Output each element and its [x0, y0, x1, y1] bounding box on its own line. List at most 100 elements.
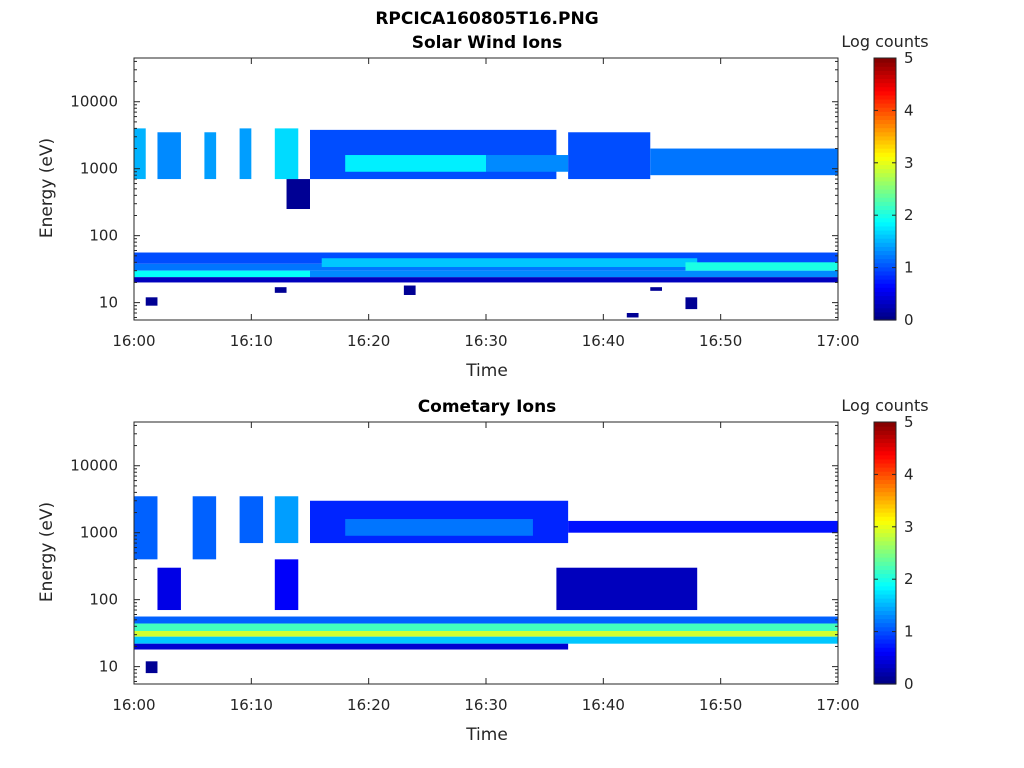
y-tick-label: 100 — [89, 591, 118, 609]
solar-wind-x-ticks: 16:00 16:10 16:20 16:30 16:40 16:50 17:00 — [112, 58, 860, 350]
y-tick-label: 10000 — [70, 93, 118, 111]
panel-title-solar-wind: Solar Wind Ions — [412, 33, 563, 53]
colorbar-segment — [874, 229, 896, 235]
heatmap-cell — [134, 252, 838, 264]
x-tick-label: 16:20 — [347, 696, 390, 714]
colorbar-tick-label: 1 — [904, 623, 914, 641]
heatmap-cell — [626, 312, 639, 318]
colorbar-segment — [874, 107, 896, 112]
colorbar-segment — [874, 250, 896, 256]
colorbar-segment — [874, 483, 896, 489]
heatmap-cell — [134, 636, 838, 644]
solar-wind-heatmap — [134, 128, 838, 318]
colorbar-segment — [874, 94, 896, 100]
heatmap-cell — [134, 277, 838, 283]
colorbar-segment — [874, 58, 896, 63]
colorbar-segment — [874, 213, 896, 219]
colorbar-segment — [874, 123, 896, 129]
colorbar-segment — [874, 295, 896, 301]
colorbar-segment — [874, 221, 896, 227]
colorbar-segment — [874, 495, 896, 501]
colorbar-segment — [874, 119, 896, 125]
colorbar-tick-label: 2 — [904, 206, 914, 224]
solar-wind-y-ticks: 10 100 1000 10000 — [70, 60, 838, 318]
x-tick-label: 16:40 — [582, 332, 625, 350]
colorbar-segment — [874, 193, 896, 198]
colorbar-segment — [874, 139, 896, 145]
colorbar-segment — [874, 246, 896, 252]
heatmap-cell — [310, 270, 838, 278]
colorbar-segment — [874, 98, 896, 104]
heatmap-cell — [650, 148, 838, 176]
colorbar-segment — [874, 217, 896, 223]
colorbar-segment — [874, 172, 896, 178]
colorbar-segment — [874, 675, 896, 681]
x-tick-label: 16:00 — [112, 332, 155, 350]
heatmap-cell — [274, 287, 287, 293]
colorbar-tick-label: 0 — [904, 675, 914, 693]
heatmap-cell — [239, 496, 264, 544]
y-tick-label: 1000 — [80, 160, 118, 178]
colorbar-segment — [874, 438, 896, 444]
x-tick-label: 16:10 — [230, 332, 273, 350]
colorbar-segment — [874, 626, 896, 632]
colorbar-segment — [874, 225, 896, 231]
cometary-x-axis-label: Time — [465, 725, 508, 745]
colorbar-segment — [874, 242, 896, 247]
colorbar-segment — [874, 577, 896, 583]
colorbar-tick-label: 5 — [904, 413, 914, 431]
colorbar-segment — [874, 548, 896, 554]
colorbar-tick-label: 0 — [904, 311, 914, 329]
colorbar-segment — [874, 638, 896, 644]
colorbar-segment — [874, 307, 896, 313]
cometary-x-ticks: 16:00 16:10 16:20 16:30 16:40 16:50 17:00 — [112, 422, 860, 714]
x-tick-label: 17:00 — [816, 696, 859, 714]
colorbar-segment — [874, 184, 896, 190]
heatmap-cell — [239, 128, 252, 180]
colorbar-frame — [873, 57, 897, 321]
colorbar-segment — [874, 573, 896, 579]
colorbar-segment — [874, 507, 896, 513]
heatmap-cell — [403, 285, 416, 295]
solar-wind-colorbar-label: Log counts — [841, 32, 928, 51]
colorbar-segment — [874, 446, 896, 452]
colorbar-tick-label: 3 — [904, 154, 914, 172]
colorbar-segment — [874, 471, 896, 476]
x-tick-label: 16:40 — [582, 696, 625, 714]
colorbar-segment — [874, 197, 896, 202]
colorbar-tick-label: 2 — [904, 570, 914, 588]
colorbar-segment — [874, 426, 896, 431]
colorbar-segment — [874, 274, 896, 280]
y-tick-label: 10000 — [70, 457, 118, 475]
x-tick-label: 16:30 — [464, 332, 507, 350]
heatmap-cell — [556, 567, 698, 611]
colorbar-segment — [874, 630, 896, 636]
colorbar-segment — [874, 152, 896, 157]
colorbar-segment — [874, 143, 896, 149]
colorbar-segment — [874, 667, 896, 673]
colorbar-segment — [874, 86, 896, 92]
heatmap-cell — [134, 643, 569, 650]
colorbar-segment — [874, 78, 896, 84]
colorbar-segment — [874, 90, 896, 96]
colorbar-segment — [874, 561, 896, 566]
colorbar-segment — [874, 311, 896, 317]
colorbar-segment — [874, 303, 896, 309]
colorbar-segment — [874, 581, 896, 587]
heatmap-cell — [286, 179, 310, 210]
heatmap-cell — [486, 155, 569, 172]
colorbar-segment — [874, 180, 896, 186]
colorbar-segment — [874, 479, 896, 485]
x-tick-label: 16:00 — [112, 696, 155, 714]
colorbar-segment — [874, 148, 896, 153]
colorbar-segment — [874, 647, 896, 652]
colorbar-segment — [874, 520, 896, 525]
colorbar-segment — [874, 111, 896, 116]
heatmap-cell — [568, 132, 651, 180]
heatmap-cell — [345, 155, 486, 172]
colorbar-segment — [874, 279, 896, 284]
x-tick-label: 16:50 — [699, 696, 742, 714]
colorbar-segment — [874, 422, 896, 427]
y-tick-label: 100 — [89, 227, 118, 245]
